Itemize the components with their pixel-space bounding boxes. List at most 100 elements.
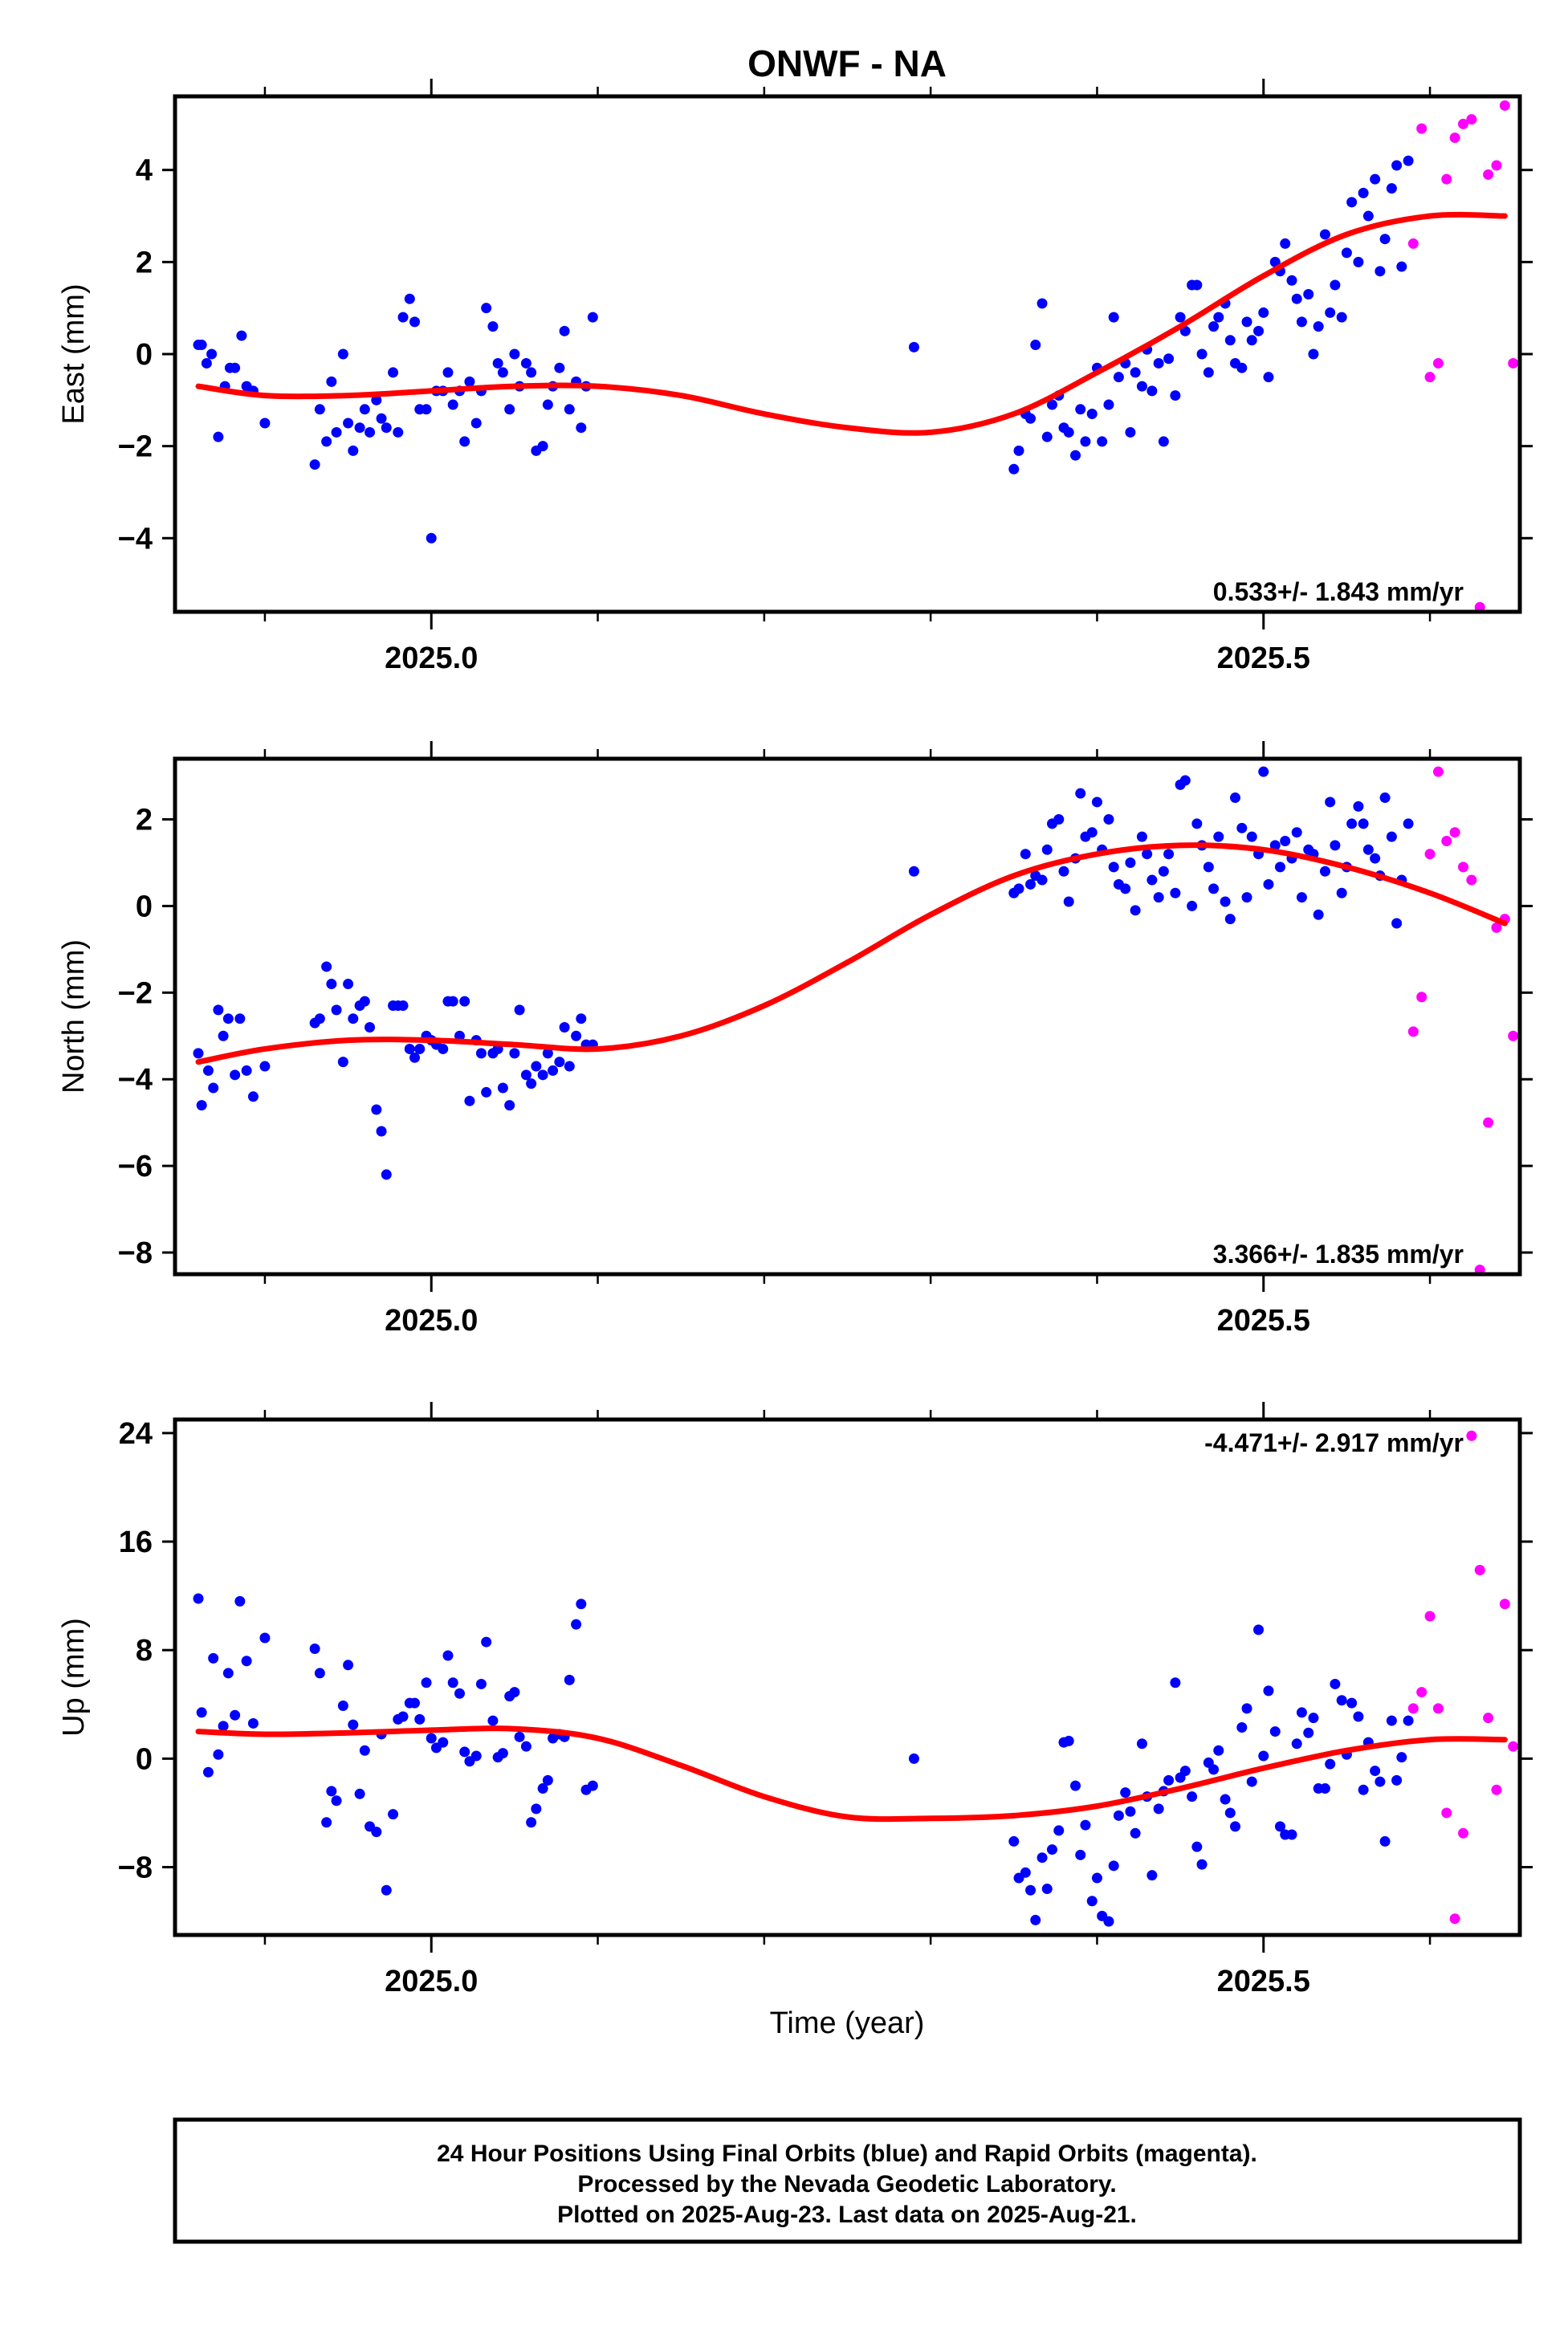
north-final-point [365, 1021, 376, 1033]
north-final-point [1075, 788, 1086, 799]
up-final-point [1325, 1758, 1336, 1770]
north-y-tick-label: −8 [118, 1236, 153, 1270]
north-rapid-point [1508, 1030, 1519, 1041]
up-final-point [1303, 1727, 1314, 1738]
up-final-point [326, 1786, 337, 1797]
up-rapid-point [1458, 1827, 1469, 1839]
north-final-point [1319, 866, 1330, 877]
up-final-point [1179, 1766, 1191, 1777]
north-final-point [414, 1043, 426, 1054]
east-final-point [1191, 279, 1203, 291]
east-rapid-point [1483, 169, 1494, 180]
north-final-point [218, 1030, 229, 1041]
up-final-point [1230, 1821, 1241, 1832]
up-y-tick-label: 8 [136, 1634, 153, 1668]
north-final-point [1187, 900, 1198, 911]
east-final-point [409, 316, 421, 328]
north-final-point [404, 1043, 415, 1054]
east-final-point [1097, 436, 1108, 447]
north-final-point [1213, 831, 1224, 842]
up-final-point [497, 1748, 508, 1759]
up-rapid-point [1407, 1703, 1419, 1714]
up-final-point [1170, 1677, 1181, 1688]
up-rapid-point [1441, 1807, 1452, 1819]
up-final-point [1403, 1715, 1414, 1726]
east-final-point [1203, 367, 1214, 378]
east-final-point [206, 348, 218, 360]
north-final-point [1230, 792, 1241, 804]
east-final-point [1396, 261, 1407, 272]
up-final-point [1286, 1829, 1297, 1840]
east-final-point [321, 436, 332, 447]
up-final-point [397, 1711, 409, 1722]
up-final-point [1041, 1884, 1053, 1895]
east-final-point [1362, 210, 1374, 222]
up-final-point [1153, 1803, 1164, 1815]
up-final-point [259, 1632, 271, 1644]
north-final-point [1025, 878, 1037, 890]
east-x-tick-label: 2025.0 [385, 642, 478, 675]
east-final-point [481, 303, 492, 314]
up-final-point [1386, 1715, 1397, 1726]
east-final-point [421, 404, 432, 415]
north-final-point [1013, 883, 1024, 894]
north-rapid-point [1449, 827, 1460, 838]
up-final-point [1396, 1752, 1407, 1763]
up-final-point [343, 1660, 354, 1671]
up-rapid-point [1432, 1703, 1444, 1714]
up-x-tick-label: 2025.5 [1217, 1965, 1310, 1998]
north-final-point [193, 1048, 204, 1059]
east-y-tick-label: −4 [118, 522, 153, 556]
east-final-point [587, 312, 598, 323]
up-final-point [1296, 1707, 1307, 1718]
north-final-point [531, 1061, 542, 1072]
north-final-point [381, 1169, 392, 1180]
east-final-point [331, 426, 342, 438]
up-final-point [1025, 1884, 1037, 1896]
up-final-point [1163, 1774, 1175, 1786]
up-y-tick-label: 24 [119, 1417, 153, 1451]
north-final-point [397, 1000, 409, 1012]
north-rapid-point [1474, 1265, 1485, 1274]
up-final-point [1220, 1794, 1231, 1805]
north-final-point [1142, 849, 1153, 860]
north-points [193, 766, 1519, 1274]
up-final-point [438, 1737, 449, 1748]
footer-line-3: Plotted on 2025-Aug-23. Last data on 202… [557, 2202, 1137, 2228]
east-final-point [554, 362, 565, 373]
x-axis-label: Time (year) [770, 2006, 925, 2040]
north-final-point [409, 1052, 421, 1063]
north-final-point [1146, 874, 1158, 886]
up-final-point [1130, 1827, 1141, 1839]
north-final-point [230, 1069, 241, 1081]
north-x-tick-label: 2025.0 [385, 1304, 478, 1338]
north-final-point [314, 1013, 325, 1024]
east-final-point [1041, 431, 1053, 442]
east-final-point [576, 422, 587, 434]
north-final-point [1336, 887, 1347, 898]
east-final-point [559, 325, 570, 336]
east-final-point [343, 418, 354, 429]
up-final-point [247, 1717, 259, 1729]
east-y-tick-label: 4 [136, 154, 153, 188]
up-final-point [1146, 1870, 1158, 1881]
east-final-point [259, 418, 271, 429]
east-final-point [337, 348, 348, 360]
up-final-point [564, 1674, 575, 1685]
north-final-point [576, 1013, 587, 1024]
north-final-point [1379, 792, 1391, 804]
east-final-point [1358, 187, 1369, 198]
east-final-point [1108, 312, 1119, 323]
north-rapid-point [1407, 1026, 1419, 1037]
east-final-point [1013, 445, 1024, 456]
up-final-point [426, 1733, 437, 1744]
east-final-point [1063, 426, 1074, 438]
east-final-point [196, 340, 207, 351]
east-final-point [388, 367, 399, 378]
north-final-point [526, 1078, 537, 1090]
up-final-point [576, 1599, 587, 1610]
up-points [193, 1430, 1519, 1927]
east-final-point [365, 426, 376, 438]
north-final-point [908, 866, 919, 877]
